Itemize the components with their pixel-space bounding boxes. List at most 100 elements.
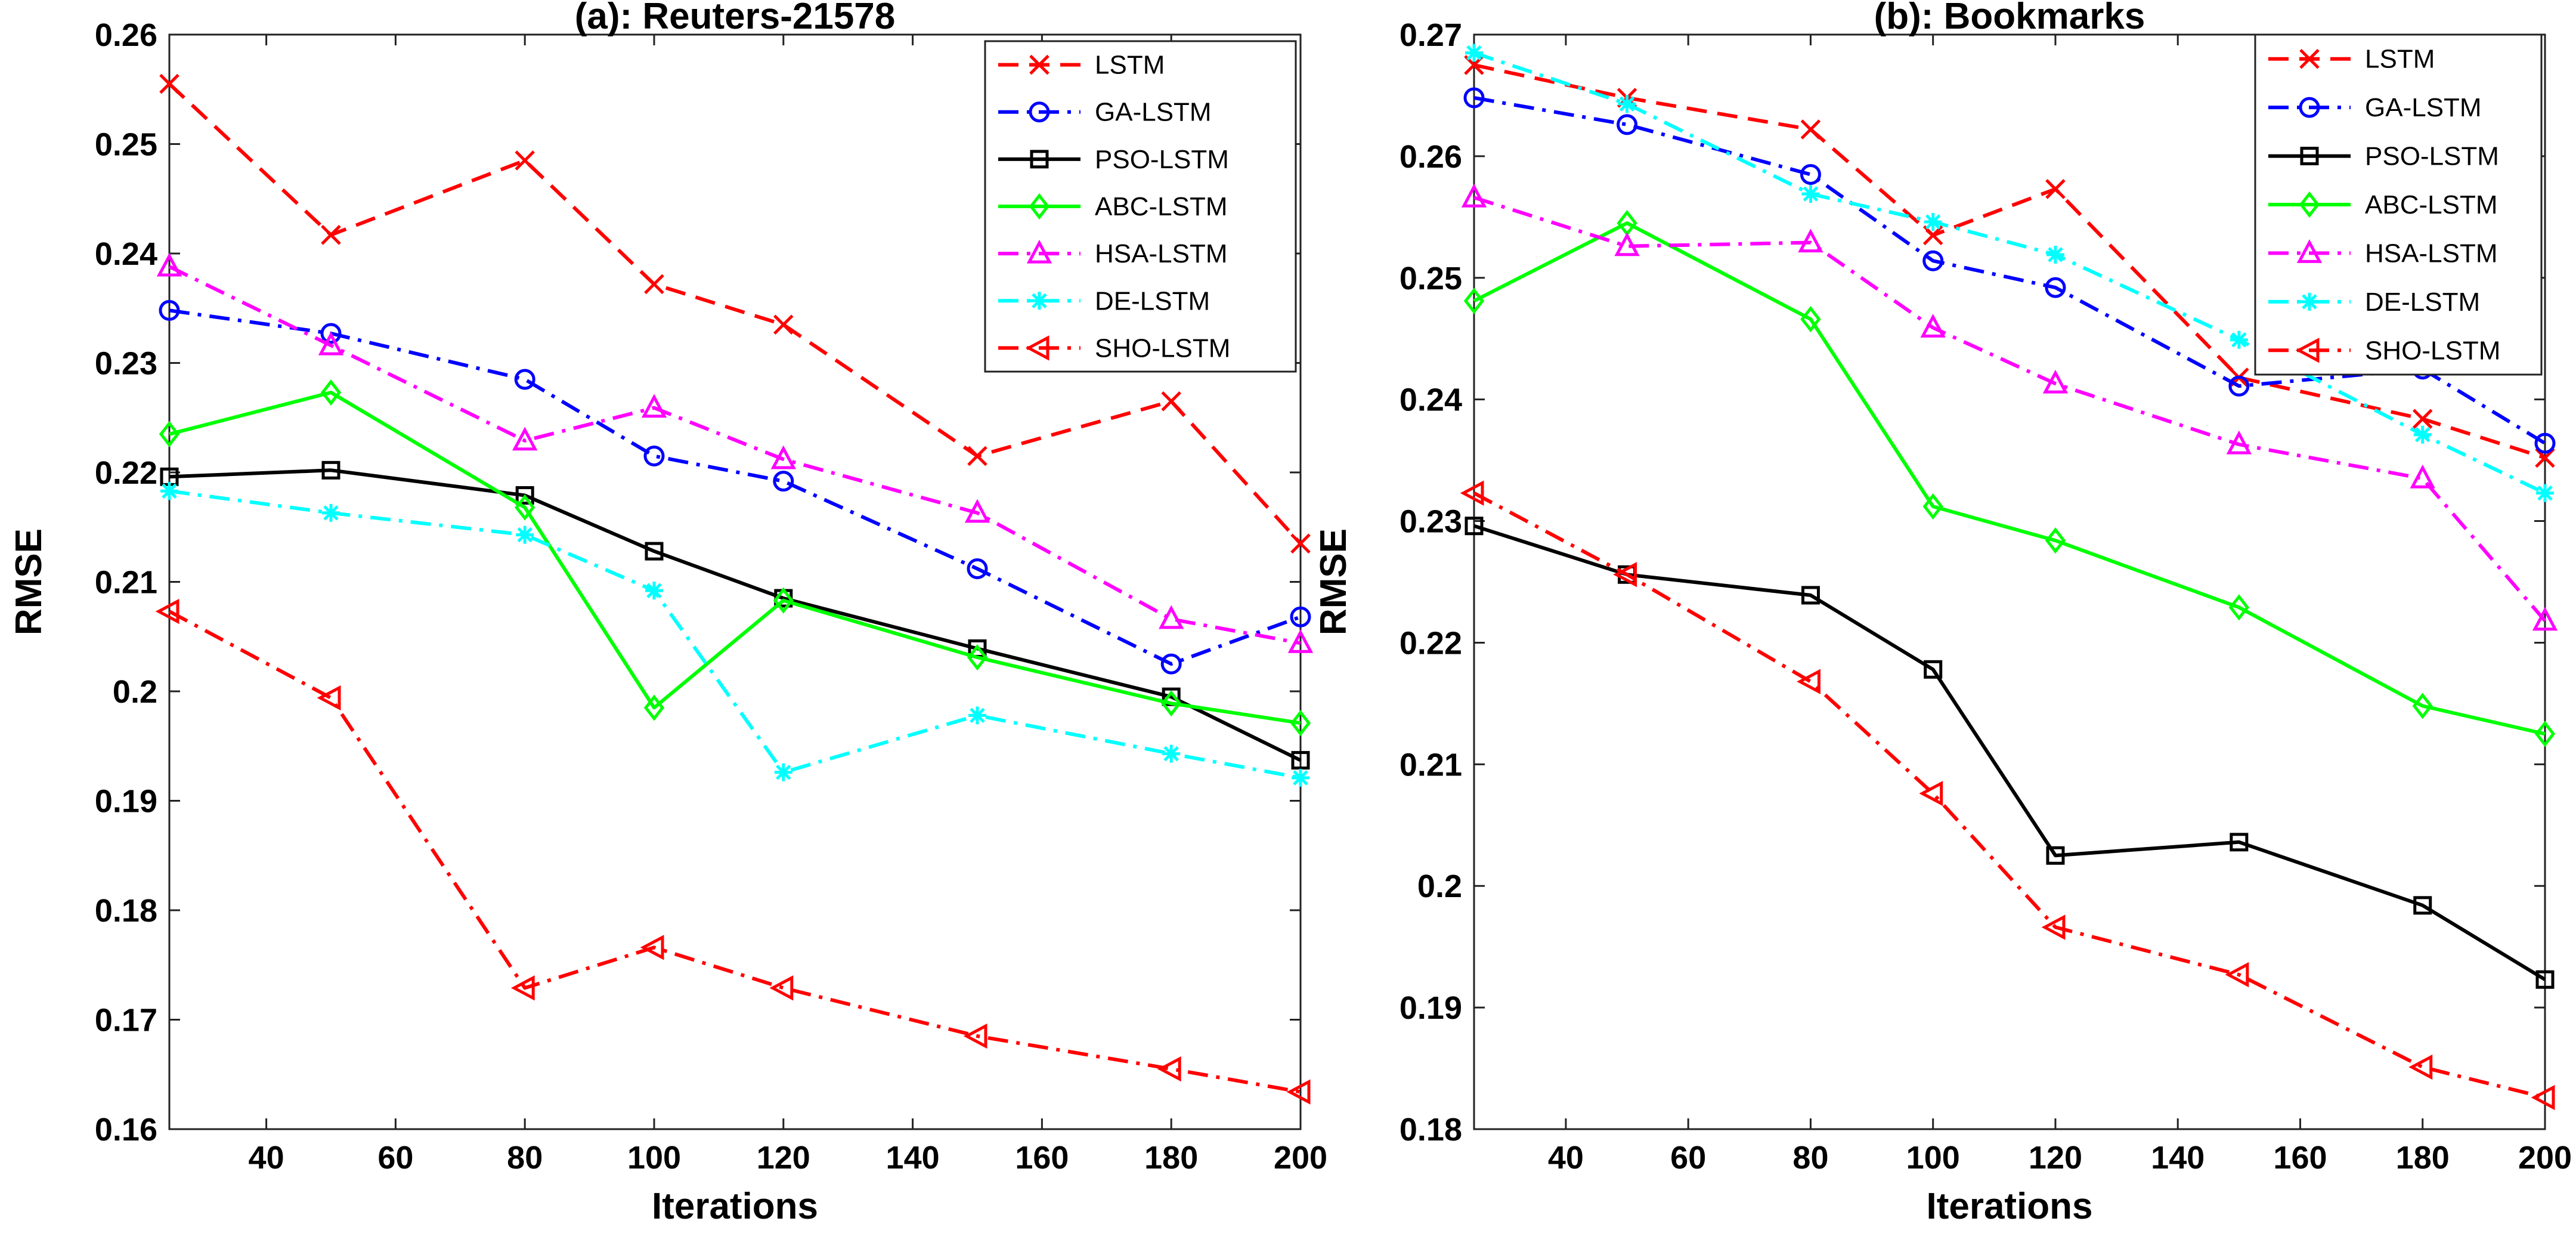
data-point	[320, 379, 342, 406]
x-tick-label: 180	[2396, 1140, 2450, 1176]
data-point	[1618, 95, 1636, 113]
data-point	[515, 486, 534, 505]
data-point	[1801, 586, 1820, 605]
y-tick-label: 0.27	[1400, 17, 1462, 53]
data-point	[321, 460, 340, 480]
series-line	[1473, 221, 2546, 736]
legend-marker	[1030, 150, 1049, 169]
data-point	[515, 150, 535, 171]
y-tick-label: 0.21	[95, 565, 157, 601]
x-tick-label: 100	[1906, 1140, 1960, 1176]
data-point	[1617, 114, 1638, 135]
data-point	[156, 252, 182, 277]
series-line	[168, 265, 1301, 645]
data-point	[1613, 562, 1637, 588]
y-tick-label: 0.22	[1400, 625, 1462, 661]
data-point	[159, 421, 180, 447]
data-point	[773, 587, 794, 614]
data-point	[322, 503, 340, 522]
panel-bookmarks: 40 60 80 100 120 140 160 180 200 0.18 0.19 0.2 0.21 0…	[1313, 0, 2572, 1227]
series-line	[1473, 51, 2546, 495]
data-point	[1159, 605, 1184, 629]
series-line	[1473, 63, 2546, 460]
data-point	[770, 445, 796, 469]
data-point	[1800, 119, 1821, 140]
x-tick-label: 140	[2151, 1140, 2205, 1176]
x-tick-label: 140	[886, 1140, 940, 1176]
chart-title: (a): Reuters-21578	[575, 0, 896, 37]
data-point	[2412, 693, 2433, 719]
data-point	[1287, 629, 1314, 653]
y-tick-label: 0.16	[95, 1112, 157, 1148]
legend-marker	[2300, 147, 2319, 166]
data-point	[1465, 517, 1484, 536]
data-point	[1465, 44, 1483, 62]
data-point	[320, 323, 342, 344]
data-point	[1291, 751, 1310, 770]
data-point	[967, 644, 988, 671]
y-tick-label: 0.24	[95, 236, 157, 272]
y-tick-label: 0.18	[95, 893, 157, 929]
legend-label: DE-LSTM	[2365, 288, 2480, 317]
series-lstm	[159, 73, 1311, 554]
y-tick-label: 0.2	[113, 674, 157, 710]
x-tick-label: 100	[627, 1140, 681, 1176]
legend: LSTM GA-LSTM PSO-LSTM ABC-LSTM HSA-LSTM DE-LS…	[2254, 33, 2543, 376]
data-point	[512, 426, 538, 451]
legend-label: ABC-LSTM	[1095, 192, 1227, 221]
legend-marker	[1025, 335, 1049, 361]
data-point	[514, 369, 535, 390]
x-tick-label: 120	[757, 1140, 810, 1176]
data-point	[321, 225, 341, 245]
data-point	[2531, 1084, 2555, 1111]
chart-title: (b): Bookmarks	[1874, 0, 2145, 37]
data-point	[1800, 163, 1821, 185]
data-point	[2535, 970, 2555, 989]
y-tick-label: 0.18	[1400, 1112, 1462, 1148]
x-tick-label: 160	[2273, 1140, 2327, 1176]
data-point	[2532, 607, 2558, 631]
x-tick-label: 180	[1144, 1140, 1198, 1176]
x-tick-label: 200	[1274, 1140, 1327, 1176]
legend-label: HSA-LSTM	[1095, 239, 1227, 268]
series-line	[1473, 492, 2546, 1099]
data-point	[2413, 896, 2432, 915]
data-point	[1614, 232, 1640, 256]
data-point	[2408, 1054, 2433, 1080]
data-point	[1157, 1056, 1181, 1082]
data-point	[1292, 768, 1309, 787]
legend-label: SHO-LSTM	[1095, 333, 1230, 363]
y-tick-label: 0.19	[1400, 990, 1462, 1026]
data-point	[645, 542, 664, 561]
data-point	[1290, 606, 1311, 628]
y-tick-label: 0.21	[1400, 747, 1462, 783]
data-point	[2042, 369, 2069, 394]
data-point	[1161, 391, 1181, 412]
data-point	[643, 694, 665, 721]
series-hsa-lstm	[156, 252, 1314, 653]
y-tick-label: 0.2	[1417, 868, 1462, 904]
data-point	[1924, 212, 1942, 231]
panel-reuters: 40 60 80 100 120 140 160 180 200 0.16 0.17 0.18 0.19…	[8, 0, 1327, 1227]
data-point	[2230, 330, 2248, 349]
data-point	[1920, 314, 1946, 338]
data-point	[2225, 962, 2249, 988]
series-line	[169, 489, 1301, 780]
data-point	[641, 394, 667, 418]
x-tick-label: 160	[1015, 1140, 1069, 1176]
data-point	[968, 706, 986, 725]
data-point	[2228, 375, 2250, 397]
legend-marker	[1029, 54, 1049, 75]
data-point	[2046, 246, 2064, 264]
x-tick-label: 120	[2029, 1140, 2082, 1176]
series-pso-lstm	[1465, 517, 2555, 989]
data-point	[1290, 710, 1311, 737]
x-tick-label: 60	[1670, 1140, 1706, 1176]
legend-marker	[1026, 239, 1052, 264]
data-point	[2041, 914, 2066, 940]
series-line	[169, 308, 1302, 666]
legend: LSTM GA-LSTM PSO-LSTM ABC-LSTM HSA-LSTM DE-LS…	[984, 40, 1297, 373]
data-point	[967, 558, 988, 579]
legend-label: PSO-LSTM	[2365, 142, 2499, 171]
data-point	[318, 331, 344, 356]
